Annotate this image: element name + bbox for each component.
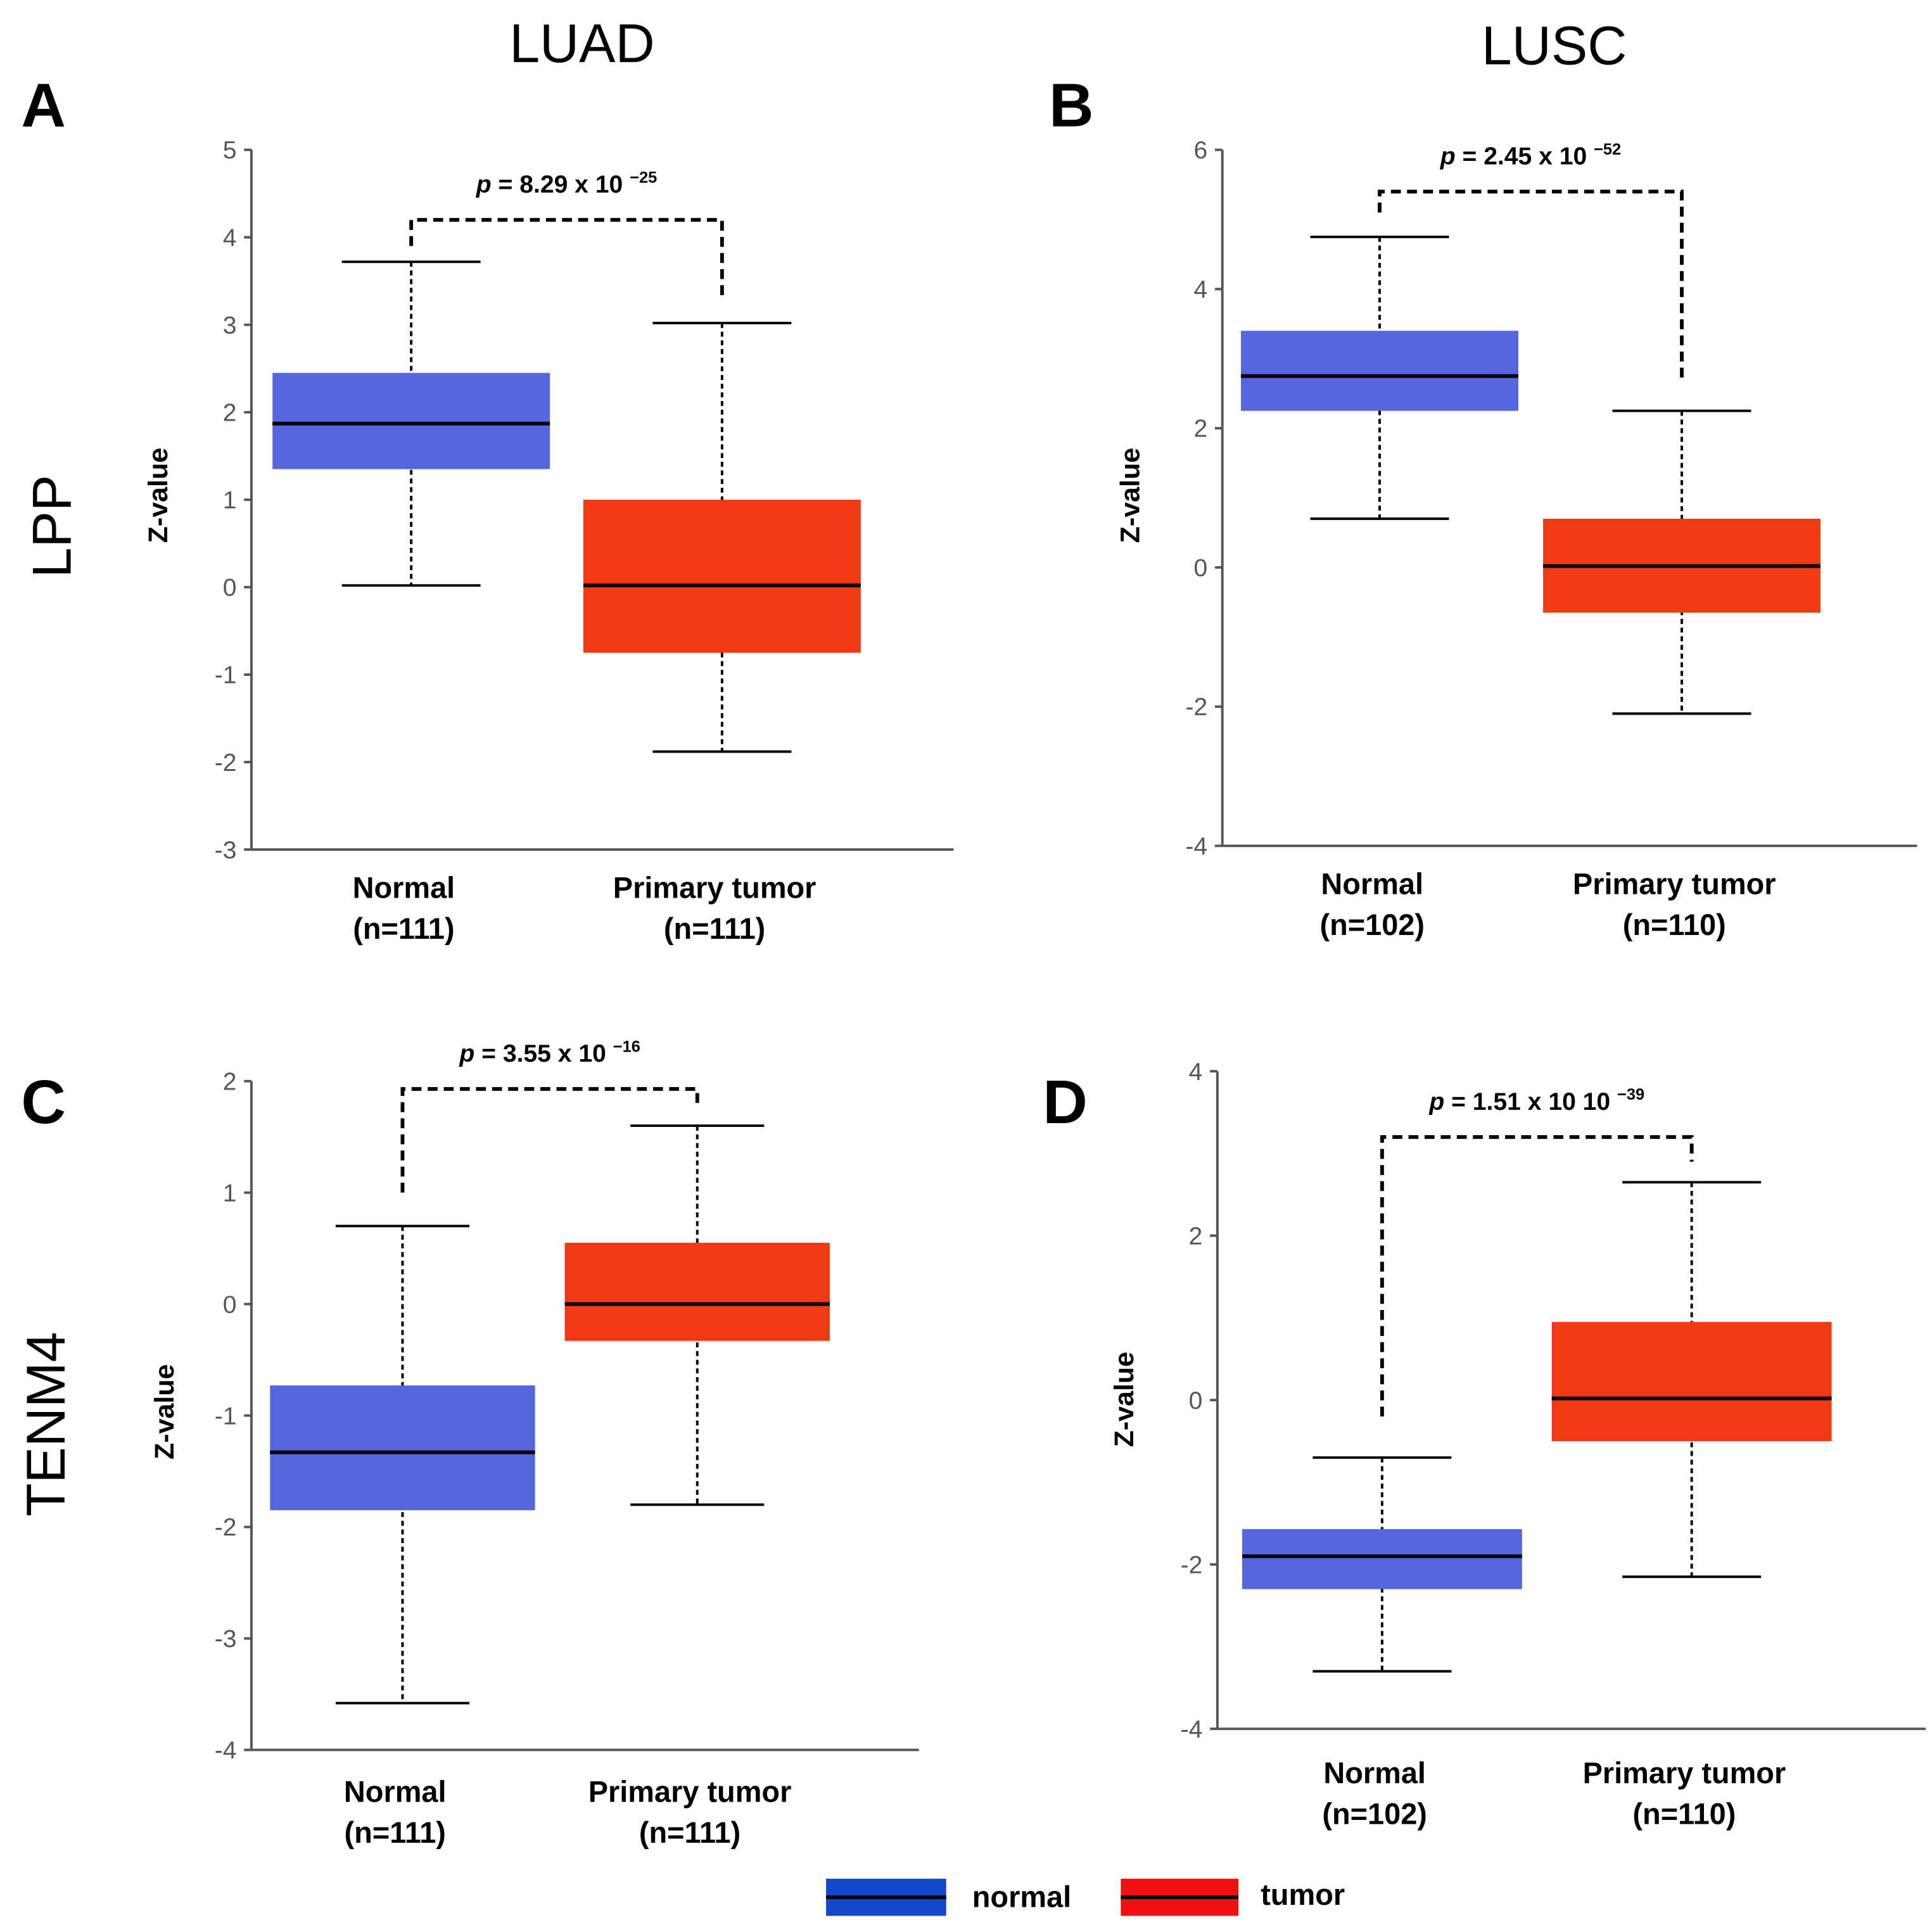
- row-title-lpp: LPP: [22, 475, 83, 578]
- box-normal: [272, 260, 550, 587]
- y-tick-label: 0: [223, 575, 237, 602]
- y-tick-label: -2: [1181, 1551, 1203, 1579]
- box-tumor: [1543, 409, 1821, 715]
- legend: normal tumor: [826, 1878, 1345, 1916]
- panel-C: C 2 1 0 -1 -2 -3 -4 Z-value Normal (n=111) Primary …: [21, 1038, 919, 1849]
- y-tick-label: 4: [1189, 1059, 1203, 1086]
- y-tick-label: 5: [223, 137, 237, 164]
- x-category-label: Normal: [1323, 1757, 1426, 1790]
- box-normal: [1241, 235, 1518, 520]
- y-tick-label: -4: [215, 1737, 237, 1764]
- y-tick-label: -2: [1185, 694, 1207, 721]
- p-value-label: p = 2.45 x 10 −52: [1440, 141, 1621, 170]
- y-tick-label: -1: [215, 1402, 237, 1430]
- box-tumor: [564, 1124, 830, 1506]
- y-tick-label: -2: [215, 749, 237, 777]
- significance-bracket: [409, 218, 724, 299]
- iqr-box: [1551, 1321, 1832, 1442]
- panel-D: D 4 2 0 -2 -4 Z-value Normal (n=102) Primary tumo…: [1043, 1059, 1926, 1831]
- y-axis-label: Z-value: [1109, 1352, 1140, 1447]
- x-category-n: (n=102): [1319, 908, 1425, 941]
- x-category-label: Primary tumor: [1573, 868, 1776, 901]
- iqr-box: [1241, 331, 1518, 411]
- row-title-tenm4: TENM4: [16, 1332, 77, 1517]
- panel-letter: D: [1043, 1067, 1088, 1136]
- iqr-box: [270, 1385, 535, 1511]
- iqr-box: [564, 1242, 830, 1341]
- y-tick-label: 1: [223, 1180, 237, 1207]
- x-category-n: (n=111): [345, 1816, 446, 1849]
- legend-label-tumor: tumor: [1261, 1878, 1345, 1911]
- box-normal: [270, 1224, 535, 1705]
- x-category-label: Normal: [1321, 868, 1423, 901]
- y-tick-label: -4: [1181, 1716, 1203, 1743]
- y-axis-label: Z-value: [1115, 448, 1146, 544]
- box-normal: [1242, 1456, 1522, 1673]
- x-category-label: Normal: [353, 871, 455, 904]
- box-tumor: [583, 321, 861, 753]
- y-tick-label: 1: [223, 487, 237, 514]
- box-tumor: [1551, 1181, 1832, 1579]
- p-value-label: p = 3.55 x 10 −16: [459, 1038, 640, 1067]
- y-tick-label: 0: [1189, 1387, 1203, 1415]
- y-tick-label: 6: [1193, 137, 1207, 164]
- y-tick-label: 3: [223, 312, 237, 339]
- y-tick-label: 2: [1193, 416, 1207, 443]
- x-category-n: (n=111): [639, 1816, 740, 1849]
- y-tick-label: 4: [223, 224, 237, 251]
- x-category-n: (n=102): [1322, 1798, 1427, 1831]
- significance-bracket: [1380, 1135, 1694, 1417]
- x-category-label: Primary tumor: [1583, 1757, 1786, 1790]
- y-tick-label: 2: [223, 399, 237, 426]
- y-tick-label: 0: [223, 1291, 237, 1318]
- x-category-label: Primary tumor: [613, 871, 817, 904]
- x-category-label: Primary tumor: [588, 1776, 792, 1809]
- panel-letter: B: [1049, 70, 1094, 139]
- x-category-n: (n=111): [664, 912, 765, 945]
- y-tick-label: -2: [215, 1514, 237, 1541]
- y-tick-label: 2: [223, 1068, 237, 1095]
- panel-A: A 5 4 3 2 1 0 -1 -2 -3 Z-value Normal (n=111) Primary…: [21, 70, 954, 945]
- iqr-box: [1242, 1529, 1522, 1589]
- column-title-lusc: LUSC: [1482, 16, 1627, 77]
- y-tick-label: -4: [1185, 833, 1207, 860]
- panel-letter: C: [21, 1067, 66, 1136]
- x-category-n: (n=110): [1632, 1798, 1736, 1831]
- iqr-box: [272, 372, 550, 469]
- significance-bracket: [400, 1087, 699, 1193]
- y-tick-label: -1: [215, 662, 237, 689]
- x-category-label: Normal: [344, 1776, 447, 1809]
- column-title-luad: LUAD: [509, 13, 654, 74]
- legend-label-normal: normal: [972, 1881, 1071, 1914]
- x-category-n: (n=110): [1623, 908, 1726, 941]
- y-tick-label: 2: [1189, 1223, 1203, 1250]
- iqr-box: [583, 499, 861, 653]
- p-value-label: p = 1.51 x 10 10 −39: [1428, 1086, 1644, 1116]
- p-value-label: p = 8.29 x 10 −25: [476, 169, 657, 198]
- x-category-n: (n=111): [353, 912, 454, 945]
- y-axis-label: Z-value: [143, 448, 174, 544]
- y-tick-label: -3: [215, 1625, 237, 1653]
- y-axis-label: Z-value: [149, 1364, 180, 1460]
- panel-B: B 6 4 2 0 -2 -4 Z-value Normal (n=102) Primary tum…: [1049, 70, 1917, 941]
- y-tick-label: 4: [1193, 276, 1207, 303]
- y-tick-label: -3: [215, 837, 237, 864]
- y-tick-label: 0: [1193, 554, 1207, 582]
- panel-letter: A: [21, 70, 66, 139]
